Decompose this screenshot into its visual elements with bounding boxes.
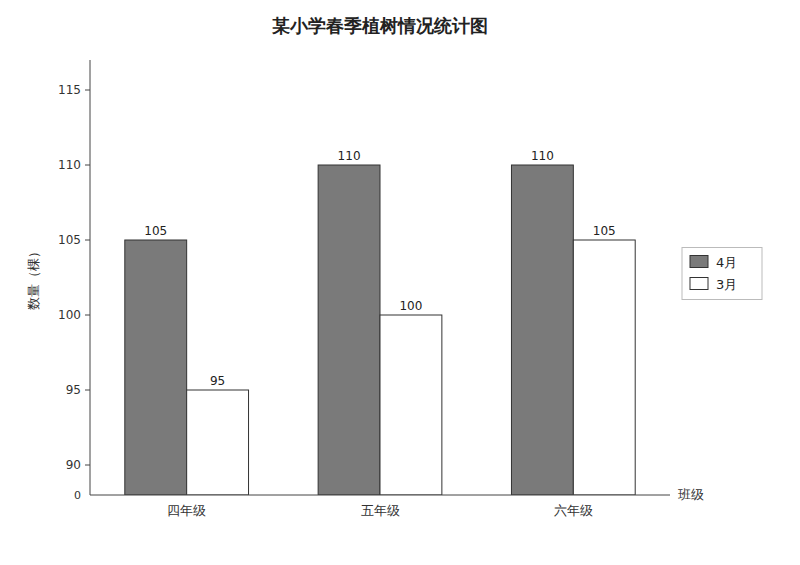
data-label: 110 (338, 149, 361, 163)
y-axis (90, 60, 91, 495)
data-label: 105 (144, 224, 167, 238)
y-axis-label: 数量（棵） (26, 245, 41, 310)
x-axis-label: 班级 (678, 487, 704, 502)
legend: 4月3月 (682, 248, 762, 300)
bar (380, 315, 442, 495)
y-tick (85, 315, 90, 316)
bar (511, 165, 573, 495)
legend-label: 3月 (716, 277, 737, 292)
x-tick-label: 四年级 (167, 503, 206, 518)
x-tick-label: 五年级 (361, 503, 400, 518)
annotation: 0 (74, 489, 81, 502)
chart: 某小学春季植树情况统计图 105 110 110 95 100 105 90 95 100 105 1… (0, 0, 800, 565)
legend-label: 4月 (716, 255, 737, 270)
bar (187, 390, 249, 495)
bars (125, 165, 635, 495)
y-tick-label: 100 (58, 308, 81, 322)
bar (318, 165, 380, 495)
y-tick-label: 110 (58, 158, 81, 172)
x-tick-label: 六年级 (554, 503, 593, 518)
y-tick-label: 90 (66, 458, 81, 472)
y-tick-label: 115 (58, 83, 81, 97)
title: 某小学春季植树情况统计图 (271, 15, 488, 36)
y-tick (85, 240, 90, 241)
y-tick-label: 95 (66, 383, 81, 397)
y-tick (85, 465, 90, 466)
legend-swatch (690, 278, 708, 290)
y-tick-label: 105 (58, 233, 81, 247)
data-label: 100 (399, 299, 422, 313)
data-label: 95 (210, 374, 225, 388)
y-tick (85, 390, 90, 391)
x-axis (90, 495, 670, 496)
data-label: 105 (593, 224, 616, 238)
y-tick (85, 165, 90, 166)
chart-container: 某小学春季植树情况统计图 105 110 110 95 100 105 90 95 100 105 1… (0, 0, 800, 565)
y-tick (85, 90, 90, 91)
legend-frame (682, 248, 762, 300)
data-label: 110 (531, 149, 554, 163)
legend-swatch (690, 256, 708, 268)
bar (125, 240, 187, 495)
bar (573, 240, 635, 495)
